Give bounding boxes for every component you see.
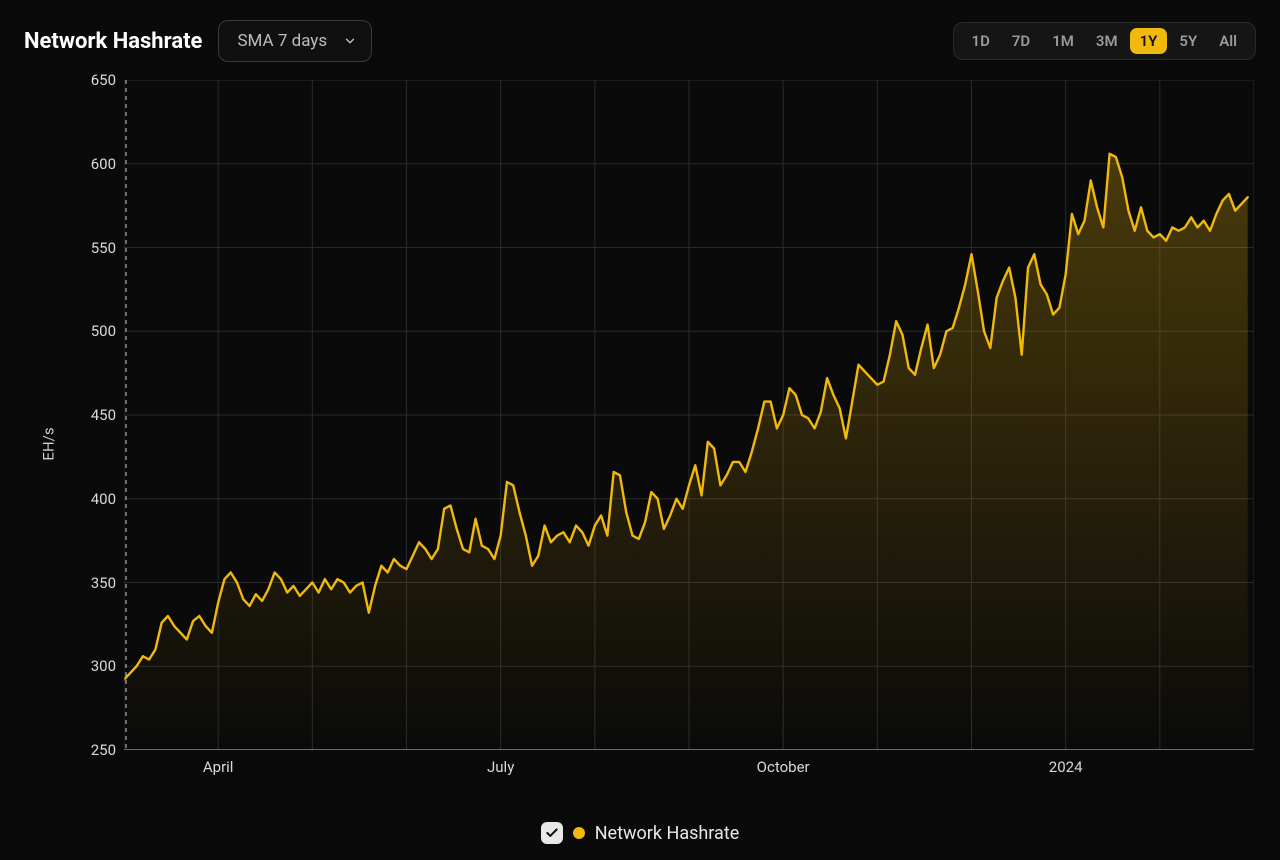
x-tick: 2024 xyxy=(1049,750,1083,776)
y-tick: 350 xyxy=(91,574,124,592)
y-tick: 450 xyxy=(91,406,124,424)
y-tick: 300 xyxy=(91,657,124,675)
y-axis-label: EH/s xyxy=(40,427,58,460)
page-title: Network Hashrate xyxy=(24,29,202,54)
y-tick: 600 xyxy=(91,155,124,173)
legend-label: Network Hashrate xyxy=(595,823,740,844)
sma-dropdown[interactable]: SMA 7 days xyxy=(218,20,372,62)
time-range-group: 1D7D1M3M1Y5YAll xyxy=(953,22,1257,60)
x-tick: April xyxy=(203,750,234,776)
y-tick: 500 xyxy=(91,322,124,340)
legend-swatch xyxy=(573,827,585,839)
x-tick: October xyxy=(757,750,810,776)
range-btn-1y[interactable]: 1Y xyxy=(1130,28,1168,54)
chart-area: EH/s 250300350400450500550600650AprilJul… xyxy=(24,80,1256,808)
range-btn-all[interactable]: All xyxy=(1209,28,1247,54)
y-tick: 250 xyxy=(91,741,124,759)
legend-checkbox[interactable] xyxy=(541,822,563,844)
y-tick: 650 xyxy=(91,71,124,89)
sma-dropdown-label: SMA 7 days xyxy=(237,31,327,51)
hashrate-chart xyxy=(124,80,1254,750)
chevron-down-icon xyxy=(343,34,357,48)
range-btn-5y[interactable]: 5Y xyxy=(1169,28,1207,54)
range-btn-1d[interactable]: 1D xyxy=(962,28,1000,54)
y-tick: 550 xyxy=(91,239,124,257)
range-btn-1m[interactable]: 1M xyxy=(1042,28,1084,54)
range-btn-3m[interactable]: 3M xyxy=(1086,28,1128,54)
x-tick: July xyxy=(487,750,514,776)
y-tick: 400 xyxy=(91,490,124,508)
range-btn-7d[interactable]: 7D xyxy=(1002,28,1040,54)
legend: Network Hashrate xyxy=(24,808,1256,850)
